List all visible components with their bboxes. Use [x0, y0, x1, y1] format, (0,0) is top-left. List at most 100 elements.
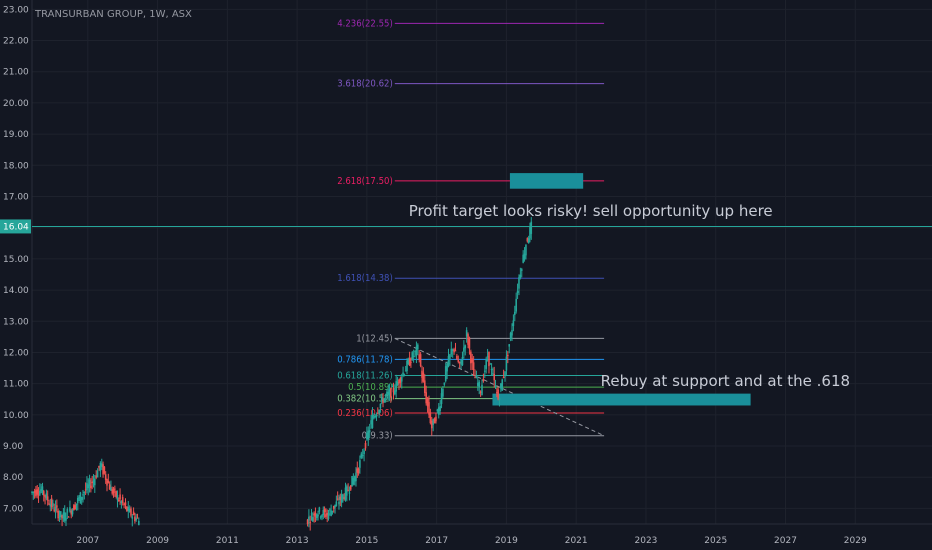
candle-body [309, 522, 311, 524]
candle-body [453, 349, 455, 353]
x-tick-label: 2011 [216, 536, 239, 546]
fib-trend-line [394, 337, 605, 437]
candle-body [53, 509, 56, 512]
x-tick-label: 2015 [355, 536, 378, 546]
candle-body [443, 382, 446, 385]
candle-body [315, 514, 318, 519]
candle-body [336, 498, 339, 500]
y-tick-label: 20.00 [3, 99, 29, 109]
y-tick-label: 15.00 [3, 255, 29, 265]
candle-body [408, 358, 411, 366]
candle-body [110, 487, 112, 491]
candle-body [312, 517, 314, 522]
candle-body [46, 496, 49, 501]
candle-body [383, 398, 386, 402]
candle-body [123, 503, 125, 506]
candle-body [322, 510, 325, 516]
candle-body [395, 381, 397, 392]
candle-body [370, 420, 372, 425]
candle-body [121, 497, 124, 503]
fib-level-label: 3.618(20.62) [337, 79, 393, 90]
candle-body [382, 400, 384, 404]
candle-body [66, 509, 69, 513]
candle-body [361, 455, 364, 457]
y-tick-label: 7.00 [3, 504, 23, 514]
candle-body [485, 358, 487, 369]
fib-level-label: 0.5(10.89) [348, 382, 393, 393]
fibonacci-extension[interactable]: 4.236(22.55) 3.618(20.62) 2.618(17.50) 1.61… [337, 18, 605, 442]
candle-body [108, 484, 111, 490]
candle-body [471, 358, 474, 363]
candle-body [310, 513, 313, 515]
annotation-profit-target: Profit target looks risky! sell opportun… [409, 202, 773, 220]
candle-body [36, 489, 39, 495]
candle-body [432, 418, 434, 425]
candle-body [450, 348, 453, 355]
y-tick-label: 21.00 [3, 68, 29, 78]
candle-body [353, 476, 356, 482]
y-tick-label: 23.00 [3, 5, 29, 15]
candle-body [457, 359, 460, 362]
candle-body [396, 382, 399, 386]
candle-body [472, 362, 475, 371]
candle-body [115, 491, 117, 497]
candle-body [75, 503, 78, 505]
candle-body [332, 505, 335, 509]
candle-body [343, 497, 346, 499]
y-tick-label: 18.00 [3, 161, 29, 171]
candle-body [511, 330, 513, 336]
candle-body [357, 468, 360, 474]
candle-body [366, 432, 368, 440]
candle-body [326, 512, 329, 516]
candle-body [42, 491, 45, 496]
x-tick-label: 2019 [495, 536, 518, 546]
candle-body [384, 395, 387, 397]
grid [32, 0, 932, 524]
candle-body [458, 362, 461, 364]
candle-body [430, 420, 433, 429]
candle-body [92, 480, 95, 482]
candle-body [78, 497, 80, 499]
candle-body [107, 480, 110, 483]
candle-body [352, 478, 355, 485]
candle-body [91, 481, 93, 484]
candle-body [48, 503, 50, 505]
candle-body [518, 277, 520, 289]
candle-body [340, 494, 343, 503]
candle-body [111, 489, 114, 494]
candle-body [346, 486, 348, 496]
chart-title: TRANSURBAN GROUP, 1W, ASX [34, 9, 192, 20]
candle-body [119, 494, 121, 500]
candle-body [49, 504, 52, 507]
candle-body [41, 486, 44, 494]
candle-body [355, 472, 357, 482]
candle-body [508, 344, 511, 347]
candle-body [526, 238, 529, 242]
candle-body [314, 512, 317, 517]
y-tick-label: 14.00 [3, 286, 29, 296]
candle-body [347, 489, 349, 491]
candle-body [464, 345, 467, 349]
candle-body [360, 453, 363, 458]
x-tick-label: 2025 [704, 536, 727, 546]
candle-body [52, 503, 54, 506]
candle-body [93, 478, 96, 486]
candle-body [90, 485, 92, 489]
candle-body [447, 355, 450, 367]
candle-body [470, 351, 472, 364]
candle-body [465, 330, 468, 337]
candle-body [489, 363, 492, 365]
fib-level-label: 1(12.45) [356, 333, 393, 344]
candle-body [391, 385, 393, 388]
candle-body [525, 245, 527, 256]
candle-body [35, 489, 37, 496]
candle-body [504, 371, 506, 377]
candle-body [414, 350, 416, 352]
candle-body [386, 391, 388, 395]
candle-body [135, 518, 138, 521]
candle-body [493, 374, 496, 381]
candle-body [478, 381, 481, 388]
candle-body [321, 514, 323, 517]
